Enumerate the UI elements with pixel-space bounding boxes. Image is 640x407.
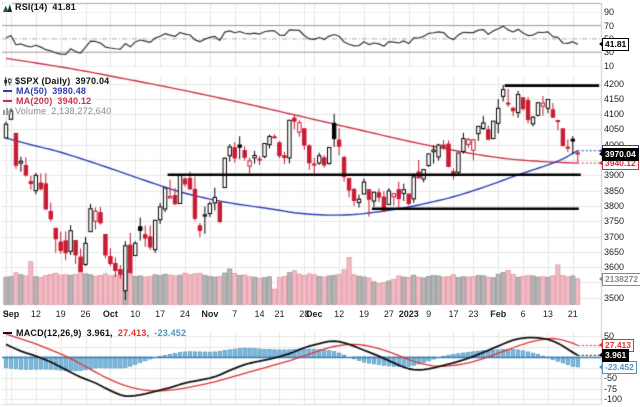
callout-arrow-icon — [599, 151, 603, 157]
x-axis-tick: 17 — [155, 309, 166, 319]
x-axis-tick: 23 — [468, 309, 479, 319]
y-axis-label-rsi: 30 — [604, 47, 615, 57]
macd-signal-callout: 27.413 — [599, 339, 634, 352]
callout-arrow-icon — [599, 160, 603, 166]
volume-value-text: 2,138,272,640 — [51, 106, 112, 116]
ma200-line-swatch — [3, 100, 12, 102]
candlestick-icon — [3, 76, 12, 86]
y-axis-label-macd: 50 — [604, 331, 615, 341]
x-axis-tick: 12 — [334, 309, 345, 319]
y-axis-label-price: 4100 — [604, 109, 625, 119]
y-axis-label-price: 3600 — [604, 262, 625, 272]
callout-arrow-icon — [599, 41, 603, 47]
macd-line-swatch — [3, 332, 12, 334]
rsi-legend: RSI(14) 41.81 — [3, 2, 76, 12]
ma200-legend: MA(200) 3940.12 — [3, 96, 91, 106]
symbol-last-value: 3970.04 — [75, 76, 110, 86]
ma50-label: MA(50) — [16, 86, 48, 96]
callout-arrow-icon — [599, 352, 603, 358]
symbol-label: $SPX (Daily) — [15, 76, 71, 86]
y-axis-label-price: 4150 — [604, 94, 625, 104]
volume-value-callout: 2138272 — [599, 273, 640, 286]
x-axis-tick: 19 — [55, 309, 66, 319]
x-axis-tick: 9 — [426, 309, 432, 319]
rsi-value-callout: 41.81 — [599, 38, 630, 51]
y-axis-label-price: 3500 — [604, 293, 625, 303]
x-axis-tick: 21 — [274, 309, 285, 319]
area-chart-icon — [3, 2, 12, 12]
y-axis-label-rsi: 70 — [604, 21, 615, 31]
y-axis-label-price: 3900 — [604, 170, 625, 180]
x-axis-tick: 26 — [80, 309, 91, 319]
y-axis-label-price: 4050 — [604, 124, 625, 134]
x-axis-tick: 14 — [254, 309, 265, 319]
y-axis-label-macd: -50 — [604, 373, 618, 383]
volume-label: Volume — [15, 106, 47, 116]
x-axis-tick: 10 — [130, 309, 141, 319]
x-axis-tick: 13 — [542, 309, 553, 319]
callout-arrow-icon — [599, 276, 603, 282]
x-axis-tick: 2023 — [398, 309, 419, 319]
volume-legend: Volume 2,138,272,640 — [3, 106, 111, 116]
x-axis-tick: Dec — [305, 309, 323, 319]
x-axis-tick: 12 — [30, 309, 41, 319]
y-axis-label-price: 3650 — [604, 247, 625, 257]
x-axis-tick: 6 — [520, 309, 526, 319]
callout-arrow-icon — [599, 342, 603, 348]
macd-legend: MACD(12,26,9) 3.961, 27.413, -23.452 — [3, 328, 186, 338]
x-axis-tick: Nov — [201, 309, 219, 319]
ma50-line-swatch — [3, 90, 12, 92]
volume-bars-icon — [3, 107, 12, 115]
macd-line-value: 3.961, — [86, 328, 113, 338]
x-axis-tick: 7 — [232, 309, 238, 319]
rsi-legend-value: 41.81 — [52, 2, 76, 12]
x-axis-tick: 27 — [383, 309, 394, 319]
y-axis-label-rsi: 90 — [604, 7, 615, 17]
x-axis-tick: 19 — [358, 309, 369, 319]
macd-signal-value: 27.413, — [117, 328, 150, 338]
ma200-label: MA(200) — [16, 96, 53, 106]
x-axis-tick: 28 — [299, 309, 310, 319]
price-last-callout: 3970.04 — [599, 148, 639, 161]
ma50-value: 3980.48 — [52, 86, 87, 96]
y-axis-label-price: 3850 — [604, 186, 625, 196]
x-axis-tick: Feb — [490, 309, 507, 319]
rsi-legend-label: RSI(14) — [15, 2, 48, 12]
y-axis-label-price: 4200 — [604, 79, 625, 89]
macd-hist-value: -23.452 — [154, 328, 187, 338]
y-axis-label-rsi: 10 — [604, 61, 615, 71]
x-axis-tick: 21 — [567, 309, 578, 319]
y-axis-label-macd: -75 — [604, 384, 618, 394]
y-axis-label-price: 3800 — [604, 201, 625, 211]
x-axis-tick: 17 — [448, 309, 459, 319]
x-axis-tick: Sep — [2, 309, 20, 319]
x-axis-tick: Oct — [102, 309, 118, 319]
macd-hist-callout: -23.452 — [599, 361, 637, 374]
x-axis-tick: 9 — [3, 309, 9, 319]
callout-arrow-icon — [599, 364, 603, 370]
ma50-legend: MA(50) 3980.48 — [3, 86, 86, 96]
x-axis-tick: 24 — [179, 309, 190, 319]
ma200-value: 3940.12 — [57, 96, 92, 106]
macd-line-callout: 3.961 — [599, 349, 630, 362]
y-axis-label-price: 3750 — [604, 216, 625, 226]
symbol-legend: $SPX (Daily) 3970.04 — [3, 76, 109, 86]
y-axis-label-price: 3700 — [604, 232, 625, 242]
y-axis-label-macd: -100 — [604, 394, 623, 404]
macd-label: MACD(12,26,9) — [16, 328, 82, 338]
